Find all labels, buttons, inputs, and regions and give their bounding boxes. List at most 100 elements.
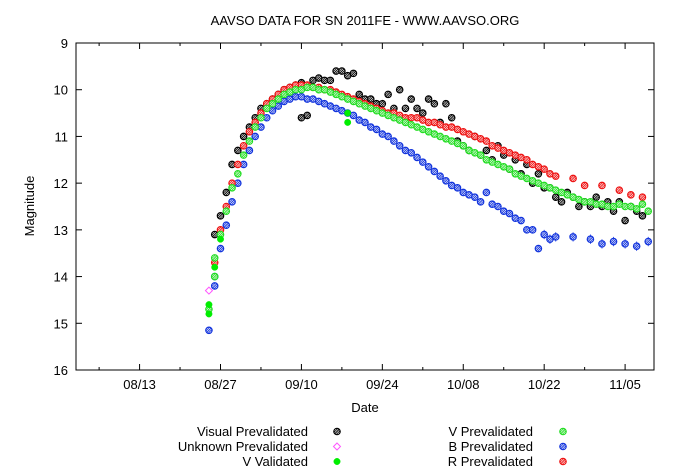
v-prevalidated-point [384, 111, 392, 120]
v-prevalidated-point [598, 200, 606, 208]
v-prevalidated-point [505, 165, 514, 173]
legend-marker-r-prevalidated [559, 457, 567, 466]
v-prevalidated-point [494, 160, 502, 169]
chart-title: AAVSO DATA FOR SN 2011FE - WWW.AAVSO.ORG [211, 13, 520, 28]
plot-frame [75, 42, 655, 371]
y-tick-label: 15 [54, 316, 68, 331]
visual-prevalidated-point [349, 69, 358, 78]
r-prevalidated-point [551, 172, 560, 180]
v-prevalidated-point [453, 139, 462, 148]
b-prevalidated-point [471, 193, 479, 201]
y-axis: 9 10 11 12 13 14 15 16 [54, 36, 654, 378]
b-prevalidated-point [338, 106, 346, 115]
b-prevalidated-point [372, 125, 381, 134]
b-prevalidated-point [476, 198, 485, 206]
b-prevalidated-point [245, 146, 254, 155]
v-prevalidated-point [395, 116, 404, 124]
x-tick-label: 11/05 [609, 377, 641, 392]
v-prevalidated-point [540, 181, 548, 190]
v-prevalidated-point [239, 151, 248, 159]
v-prevalidated-point [314, 85, 323, 94]
x-axis-label: Date [351, 400, 378, 415]
y-tick-label: 14 [54, 270, 68, 285]
visual-prevalidated-point [338, 67, 346, 75]
visual-prevalidated-point [222, 188, 231, 197]
visual-prevalidated-point [482, 146, 491, 155]
b-prevalidated-point [609, 237, 618, 246]
r-prevalidated-point [523, 155, 531, 164]
visual-prevalidated-point [551, 193, 560, 201]
legend-marker-b-prevalidated [559, 442, 567, 451]
b-prevalidated-point [546, 235, 554, 244]
b-prevalidated-point [228, 198, 236, 206]
v-validated-point [344, 118, 352, 126]
y-tick-label: 16 [54, 363, 68, 378]
v-prevalidated-point [228, 184, 236, 192]
v-prevalidated-point [326, 88, 335, 96]
v-prevalidated-point [332, 90, 340, 99]
v-prevalidated-point [436, 132, 444, 141]
visual-prevalidated-point [575, 202, 583, 211]
b-prevalidated-point [361, 118, 369, 127]
y-tick-label: 12 [54, 176, 68, 191]
r-prevalidated-point [447, 123, 456, 131]
error-bars [543, 229, 649, 251]
b-prevalidated-point [332, 104, 340, 113]
x-axis: 08/13 08/27 09/10 09/24 10/08 10/22 11/05 [98, 43, 641, 392]
v-prevalidated-point [361, 102, 369, 110]
v-prevalidated-point [586, 198, 595, 206]
x-tick-label: 10/08 [447, 377, 480, 392]
x-tick-label: 08/13 [123, 377, 156, 392]
y-tick-label: 9 [61, 36, 68, 51]
v-validated-point [205, 310, 213, 318]
b-prevalidated-point [447, 181, 456, 190]
v-prevalidated-point [245, 137, 254, 145]
b-prevalidated-point [534, 244, 543, 253]
v-prevalidated-point [268, 99, 277, 108]
b-prevalidated-point [216, 244, 225, 253]
visual-prevalidated-point [418, 109, 427, 117]
r-prevalidated-point [407, 113, 416, 122]
unknown-prevalidated-point [204, 286, 214, 295]
v-validated-point [205, 301, 213, 309]
v-prevalidated-point [488, 158, 496, 166]
b-prevalidated-point [551, 233, 560, 241]
b-prevalidated-point [413, 153, 421, 162]
v-validated-point [217, 235, 224, 243]
visual-prevalidated-point [413, 104, 421, 113]
visual-prevalidated-point [592, 193, 601, 201]
v-prevalidated-point [418, 125, 427, 134]
b-prevalidated-point [505, 209, 514, 218]
visual-prevalidated-point [557, 198, 566, 206]
visual-prevalidated-point [210, 230, 219, 239]
b-prevalidated-point [424, 162, 433, 171]
legend-label-v-prevalidated: V Prevalidated [448, 424, 533, 439]
v-validated-point [344, 109, 352, 117]
b-prevalidated-point [418, 158, 427, 166]
b-prevalidated-point [499, 207, 508, 215]
visual-prevalidated-point [378, 99, 387, 108]
r-prevalidated-point [534, 162, 543, 171]
visual-prevalidated-point [407, 95, 416, 103]
x-tick-label: 08/27 [204, 377, 237, 392]
visual-prevalidated-point [239, 132, 248, 141]
b-prevalidated-point [205, 326, 213, 335]
r-prevalidated-point [569, 174, 577, 183]
visual-prevalidated-point [326, 76, 335, 85]
visual-prevalidated-point [303, 111, 312, 120]
legend-label-b-prevalidated: B Prevalidated [448, 439, 533, 454]
y-tick-label: 11 [55, 129, 69, 144]
legend-marker-visual-prevalidated [333, 427, 341, 436]
v-prevalidated-point [644, 207, 653, 215]
b-prevalidated-point [430, 167, 439, 176]
b-prevalidated-point [644, 237, 653, 246]
b-prevalidated-point [621, 240, 629, 248]
r-prevalidated-point [627, 191, 635, 199]
b-prevalidated-point [442, 177, 450, 185]
legend-label-v-validated: V Validated [242, 454, 308, 469]
b-prevalidated-point [384, 132, 392, 141]
b-prevalidated-point [511, 214, 520, 222]
visual-prevalidated-point [447, 113, 456, 122]
